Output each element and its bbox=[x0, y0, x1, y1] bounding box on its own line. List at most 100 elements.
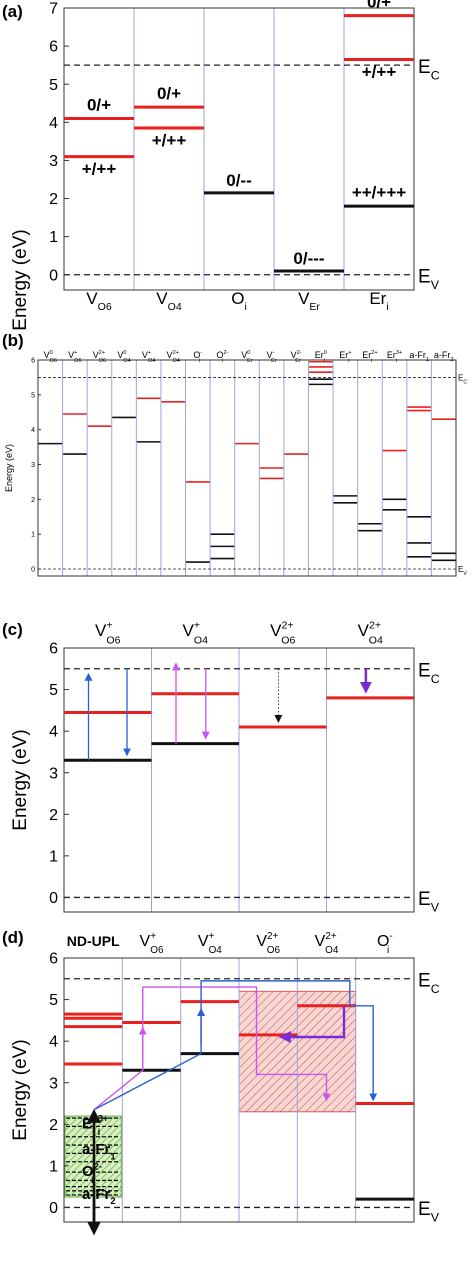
band-label: a-Fr1 bbox=[82, 1141, 116, 1161]
y-axis-label: Energy (eV) bbox=[10, 1039, 31, 1140]
ec-label-base: E bbox=[458, 374, 463, 383]
column-label-sub: O4 bbox=[123, 358, 130, 364]
column-label: V+ O6 bbox=[140, 931, 164, 956]
column-label-sub: Er bbox=[247, 358, 253, 364]
band-label-base: a-Fr bbox=[82, 1186, 111, 1203]
transition-level-label: 0/+ bbox=[367, 0, 391, 12]
column-label-sup: 2+ bbox=[267, 931, 279, 942]
band-label-sub: 1 bbox=[110, 1151, 115, 1161]
transition-level-label: 0/-- bbox=[226, 171, 252, 190]
column-label-base: V bbox=[44, 350, 50, 360]
column-label-sup: + bbox=[209, 931, 215, 942]
band-label-text: O2-i bbox=[82, 1161, 102, 1185]
column-label: O2-i bbox=[216, 350, 228, 364]
ev-label: EV bbox=[418, 889, 440, 915]
column-label: V2+ O4 bbox=[315, 931, 339, 956]
column-label: a-Fr2 bbox=[434, 350, 454, 363]
y-axis-label: Energy (eV) bbox=[4, 444, 14, 492]
y-tick-label: 5 bbox=[49, 77, 58, 94]
column-label-text: V0 O6 bbox=[44, 350, 57, 364]
column-label-text: V2+ O6 bbox=[93, 350, 106, 364]
column-label-text: V+ O4 bbox=[183, 619, 209, 646]
band-label-sub: i bbox=[98, 1127, 101, 1137]
y-tick-label: 6 bbox=[49, 39, 58, 56]
y-tick-label: 6 bbox=[49, 951, 58, 968]
column-label-base: O bbox=[377, 933, 389, 950]
magenta-transition-path bbox=[93, 986, 331, 1111]
column-label-sup: 3+ bbox=[396, 350, 402, 356]
ev-label-base: E bbox=[418, 1199, 431, 1220]
y-tick-label: 1 bbox=[49, 229, 58, 246]
column-label: O-i bbox=[193, 350, 202, 364]
column-label: V2+ O6 bbox=[256, 931, 280, 956]
ev-label-sub: V bbox=[431, 1211, 440, 1225]
ev-label-sub: V bbox=[463, 571, 467, 577]
column-label-sub: O4 bbox=[168, 301, 182, 313]
ec-label: EC bbox=[458, 374, 467, 386]
column-label-text: VO6 bbox=[86, 289, 112, 313]
column-label-base: V bbox=[167, 350, 173, 360]
column-label-text: V2- Er bbox=[291, 350, 302, 364]
column-label-sub: Er bbox=[295, 358, 301, 364]
column-label-text: VO4 bbox=[156, 289, 182, 313]
column-label-sup: + bbox=[148, 350, 151, 356]
ec-label: EC bbox=[418, 660, 440, 686]
column-label-sup: - bbox=[200, 350, 202, 356]
ec-label-sub: C bbox=[431, 982, 440, 996]
column-label-base: Er bbox=[339, 350, 348, 360]
plot-frame bbox=[63, 957, 415, 1223]
column-label-base: V bbox=[68, 350, 74, 360]
column-label-text: Eri bbox=[369, 289, 388, 313]
column-label-sub: O6 bbox=[74, 358, 81, 364]
column-label-base: V bbox=[142, 350, 148, 360]
column-label-text: Oi bbox=[231, 289, 247, 313]
column-label-base: a-Fr bbox=[434, 350, 451, 360]
y-tick-label: 0 bbox=[49, 267, 58, 284]
y-tick-label: 6 bbox=[31, 357, 35, 364]
column-label-sup: 0 bbox=[324, 350, 327, 356]
band-label-base: O bbox=[82, 1163, 94, 1180]
column-label-sub: i bbox=[199, 358, 200, 364]
transition-level-label: +/++ bbox=[362, 62, 397, 81]
column-label-text: V2+ O6 bbox=[256, 931, 280, 956]
column-label-sub: i bbox=[387, 945, 389, 956]
column-label-base: V bbox=[117, 350, 123, 360]
y-tick-label: 3 bbox=[49, 1075, 58, 1092]
column-label-sup: + bbox=[74, 350, 77, 356]
y-tick-label: 2 bbox=[31, 497, 35, 504]
plot-frame bbox=[37, 359, 457, 577]
transition-level-label: 0/+ bbox=[87, 96, 111, 115]
column-label-sub: O4 bbox=[369, 635, 383, 647]
y-tick-label: 3 bbox=[31, 462, 35, 469]
band-label: a-Fr2 bbox=[82, 1186, 116, 1206]
column-label-text: V+ O4 bbox=[142, 350, 155, 364]
y-tick-label: 1 bbox=[49, 848, 58, 865]
column-label: V0 Er bbox=[241, 350, 253, 364]
y-tick-label: 3 bbox=[49, 765, 58, 782]
band-label-base: Er bbox=[82, 1115, 98, 1132]
column-label-base: O bbox=[216, 350, 223, 360]
column-label: ND-UPL bbox=[67, 933, 120, 949]
column-label-text: V2+ O4 bbox=[167, 350, 180, 364]
column-label-sup: + bbox=[194, 619, 200, 631]
column-label-text: V2+ O4 bbox=[315, 931, 339, 956]
column-label-text: ND-UPL bbox=[67, 933, 120, 949]
column-label-base: Er bbox=[315, 350, 324, 360]
column-label-base: Er bbox=[369, 289, 386, 308]
column-label: O-i bbox=[377, 931, 393, 956]
column-label-text: V+ O4 bbox=[198, 931, 222, 956]
column-label-sup: 2- bbox=[297, 350, 302, 356]
column-label: a-Fr1 bbox=[409, 350, 429, 363]
column-label-text: V2+ O4 bbox=[358, 619, 383, 646]
column-label: V+ O4 bbox=[183, 619, 209, 646]
y-tick-label: 4 bbox=[49, 1034, 58, 1051]
y-tick-label: 0 bbox=[49, 890, 58, 907]
column-label: Er3+ i bbox=[387, 350, 402, 364]
column-label-sub: O6 bbox=[98, 301, 112, 313]
column-label-sub: O4 bbox=[194, 635, 208, 647]
column-label-text: a-Fr1 bbox=[409, 350, 429, 363]
column-label-sup: 2+ bbox=[369, 619, 381, 631]
column-label-sub: O6 bbox=[267, 945, 281, 956]
column-label-base: Er bbox=[362, 350, 371, 360]
